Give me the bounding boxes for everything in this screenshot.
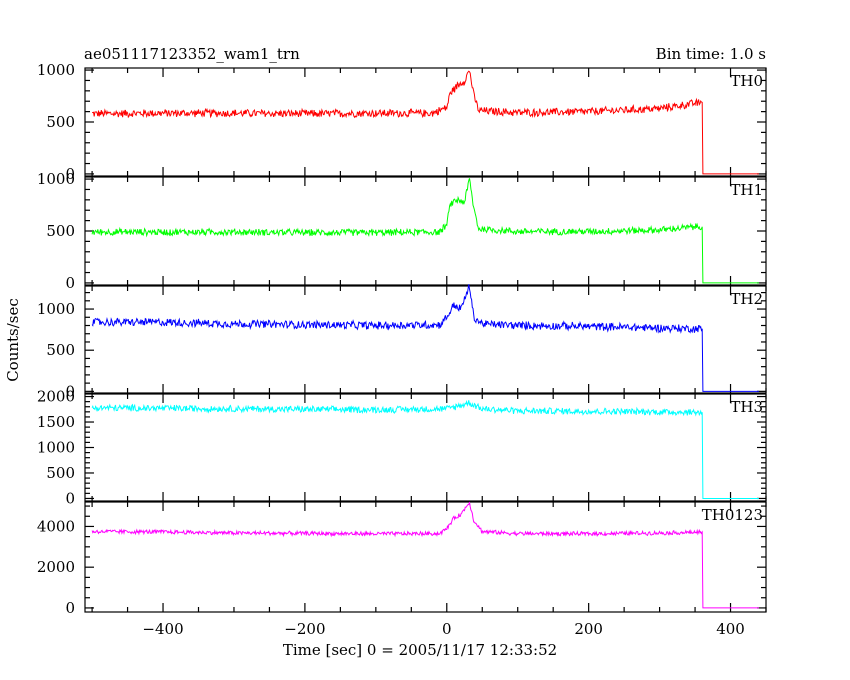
series-line-th2	[91, 284, 759, 392]
series-line-th3	[91, 399, 759, 499]
panel-th0: 0 500 1000 TH0	[37, 61, 767, 183]
panel-frame	[84, 285, 767, 394]
y-tick-label: 500	[46, 113, 75, 131]
x-tick-label: 0	[442, 620, 452, 638]
y-tick-label: 500	[46, 341, 75, 359]
x-tick-label: 400	[716, 620, 745, 638]
series-line-th0123	[91, 501, 759, 609]
y-tick-label: 1000	[37, 170, 75, 188]
series-line-th0	[91, 70, 759, 175]
panel-label-th2: TH2	[730, 290, 763, 308]
y-axis-label: Counts/sec	[4, 298, 22, 382]
x-axis-label: Time [sec] 0 = 2005/11/17 12:33:52	[283, 641, 557, 659]
panel-th3: 0 500 1000 1500 2000 TH3	[37, 388, 767, 507]
y-tick-label: 1500	[37, 413, 75, 431]
panel-label-th0123: TH0123	[702, 506, 763, 524]
panel-label-th3: TH3	[730, 398, 763, 416]
panel-th0123: 0 2000 4000 TH0123	[37, 501, 767, 617]
panel-label-th1: TH1	[730, 181, 763, 199]
y-tick-label: 500	[46, 464, 75, 482]
y-tick-label: 0	[65, 274, 75, 292]
panel-frame	[84, 501, 767, 613]
panel-th2: 0 500 1000 TH2	[37, 284, 767, 400]
x-tick-label: −400	[142, 620, 183, 638]
y-tick-label: 1000	[37, 300, 75, 318]
y-tick-label: 2000	[37, 388, 75, 406]
y-tick-label: 0	[65, 382, 75, 400]
bin-time-label: Bin time: 1.0 s	[656, 45, 766, 63]
chart-title: ae051117123352_wam1_trn	[84, 45, 300, 63]
panel-label-th0: TH0	[730, 72, 763, 90]
x-tick-label: −200	[284, 620, 325, 638]
y-tick-label: 500	[46, 222, 75, 240]
panel-th1: 0 500 1000 TH1	[37, 170, 767, 292]
y-tick-label: 1000	[37, 439, 75, 457]
y-tick-label: 4000	[37, 517, 75, 535]
x-tick-label: 200	[574, 620, 603, 638]
series-line-th1	[91, 178, 759, 284]
panels-group: 0 500 1000 TH0 0 500 1000 TH1 0 500 1000 TH2 0 500 100…	[37, 61, 767, 638]
y-tick-label: 0	[65, 599, 75, 617]
panel-frame	[84, 67, 767, 177]
y-tick-label: 2000	[37, 558, 75, 576]
y-tick-label: 0	[65, 489, 75, 507]
y-tick-label: 1000	[37, 61, 75, 79]
y-tick-label: 0	[65, 165, 75, 183]
